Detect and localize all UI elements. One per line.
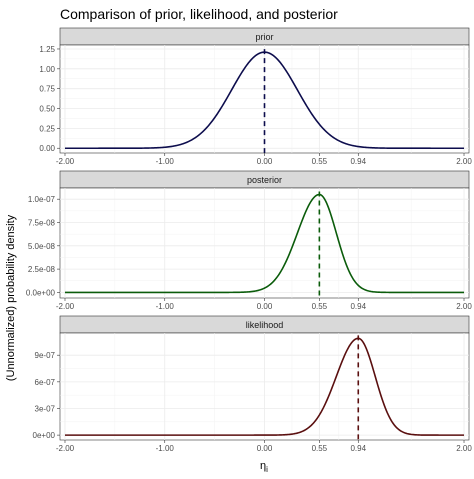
x-tick-label: 0.55 [312,157,328,166]
facet-strip-label: posterior [247,175,282,185]
x-tick-label: 0.55 [312,302,328,311]
y-tick-label: 0e+00 [33,431,56,440]
x-tick-label: 0.55 [312,444,328,453]
x-axis-title: ηi [260,460,268,474]
facet-posterior: posterior 0.0e+00 2.5e-08 5.0e-08 7.5e-08 1.0… [26,170,472,311]
facet-strip-label: likelihood [246,320,284,330]
y-tick-label: 5.0e-08 [28,242,56,251]
y-tick-label: 0.25 [39,124,55,133]
density-line-likelihood [64,337,465,436]
x-axis-title-sub: i [266,465,268,474]
x-tick-label: 2.00 [456,157,472,166]
facet-panels: prior 0.00 0.25 0.50 0.75 1.00 1.25 -2.00 -1.00 0… [26,27,472,453]
x-tick-label: 0.94 [350,302,366,311]
y-tick-label: 1.25 [39,45,55,54]
x-tick-label: -1.00 [156,444,175,453]
y-axis-title: (Unnormalized) probability density [5,214,17,381]
x-tick-label: 0.00 [257,302,273,311]
y-tick-label: 0.00 [39,144,55,153]
x-tick-label: 0.00 [257,157,273,166]
y-tick-label: 1.0e-07 [28,195,56,204]
x-tick-label: -1.00 [156,302,175,311]
x-tick-label: -2.00 [56,444,75,453]
x-tick-label: 2.00 [456,444,472,453]
y-tick-label: 0.75 [39,85,55,94]
y-tick-label: 7.5e-08 [28,218,56,227]
chart-title: Comparison of prior, likelihood, and pos… [60,6,338,22]
y-tick-label: 3e-07 [35,404,56,413]
y-tick-label: 2.5e-08 [28,265,56,274]
x-tick-label: -1.00 [156,157,175,166]
y-tick-label: 1.00 [39,65,55,74]
x-tick-label: 0.00 [257,444,273,453]
y-tick-label: 6e-07 [35,378,56,387]
x-tick-label: 0.94 [350,157,366,166]
y-tick-label: 9e-07 [35,351,56,360]
density-line-posterior [64,193,465,294]
facet-likelihood: likelihood 0e+00 3e-07 6e-07 9e-07 -2.00 -1.00… [33,315,472,453]
facet-prior: prior 0.00 0.25 0.50 0.75 1.00 1.25 -2.00 -1.00 0… [39,27,472,166]
x-tick-label: 0.94 [350,444,366,453]
y-tick-label: 0.0e+00 [26,288,56,297]
y-tick-label: 0.50 [39,105,55,114]
x-axis-title-main: η [260,460,266,472]
x-tick-label: -2.00 [56,302,75,311]
facet-strip-label: prior [255,32,273,42]
x-tick-label: 2.00 [456,302,472,311]
x-tick-label: -2.00 [56,157,75,166]
